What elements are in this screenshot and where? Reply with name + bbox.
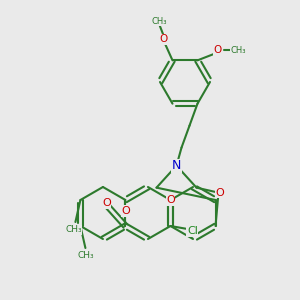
Text: O: O [102,198,111,208]
Text: O: O [213,45,222,55]
Text: O: O [159,34,168,44]
Text: CH₃: CH₃ [65,226,82,235]
Text: O: O [121,206,130,216]
Text: CH₃: CH₃ [152,17,167,26]
Text: N: N [172,159,181,172]
Text: O: O [215,188,224,198]
Text: CH₃: CH₃ [77,251,94,260]
Text: O: O [166,195,175,205]
Text: CH₃: CH₃ [231,46,246,55]
Text: Cl: Cl [187,226,198,236]
